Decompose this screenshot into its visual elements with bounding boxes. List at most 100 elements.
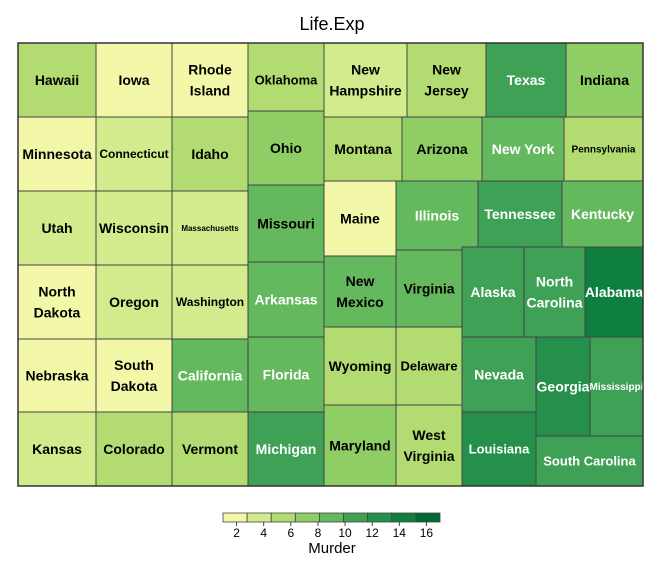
legend-swatch [343,512,369,523]
tile-label-washington: Washington [176,295,244,309]
tile-label-missouri: Missouri [257,215,315,231]
tile-rect-montana [323,116,403,182]
tile-label-oklahoma: Oklahoma [255,73,319,88]
tile-michigan: Michigan [247,411,325,487]
tile-label-louisiana: Louisiana [469,442,530,457]
legend-tick-label: 6 [287,526,294,540]
tile-maryland: Maryland [323,404,397,487]
tile-label-michigan: Michigan [256,441,317,457]
tile-alaska: Alaska [461,246,525,338]
tile-rect-north-dakota [17,264,97,340]
tile-rect-maine [323,180,397,257]
tile-rect-west-virginia [395,404,463,487]
tile-delaware: Delaware [395,326,463,406]
tile-label-arkansas: Arkansas [254,291,317,307]
legend-swatch [415,512,441,523]
tile-wisconsin: Wisconsin [95,190,173,266]
tile-rect-pennsylvania [563,116,644,182]
legend-tick-label: 12 [366,526,380,540]
tile-rect-nevada [461,336,537,413]
tile-new-york: New York [481,116,565,182]
tile-rect-florida [247,336,325,413]
tile-hawaii: Hawaii [17,42,97,118]
tile-label-north-carolina: North Carolina [526,273,582,310]
legend-swatch [367,512,393,523]
tile-rect-new-hampshire [323,42,408,118]
tile-label-north-dakota: North Dakota [34,283,81,320]
tile-rect-washington [171,264,249,340]
tile-maine: Maine [323,180,397,257]
tile-rect-massachusetts [171,190,249,266]
legend-tick-label: 14 [393,526,407,540]
tile-mississippi: Mississippi [589,336,644,437]
tile-rect-delaware [395,326,463,406]
tile-label-minnesota: Minnesota [22,146,91,162]
tile-rect-arizona [401,116,483,182]
tile-label-new-hampshire: New Hampshire [329,61,402,98]
tile-label-new-mexico: New Mexico [336,273,383,310]
tile-arkansas: Arkansas [247,261,325,338]
tile-kansas: Kansas [17,411,97,487]
tile-label-connecticut: Connecticut [99,147,168,161]
tile-nevada: Nevada [461,336,537,413]
tile-label-oregon: Oregon [109,294,159,310]
tile-california: California [171,338,249,413]
legend-swatch [270,512,296,523]
tile-rect-michigan [247,411,325,487]
tile-label-south-dakota: South Dakota [111,357,158,394]
tile-north-carolina: North Carolina [523,246,586,338]
tile-rect-rhode-island [171,42,249,118]
tile-west-virginia: West Virginia [395,404,463,487]
tile-label-texas: Texas [507,72,546,88]
legend-swatch [391,512,417,523]
legend-tick-label: 16 [420,526,434,540]
tile-label-mississippi: Mississippi [590,382,644,393]
tile-kentucky: Kentucky [561,180,644,248]
tile-rhode-island: Rhode Island [171,42,249,118]
tile-rect-connecticut [95,116,173,192]
tile-label-rhode-island: Rhode Island [188,61,232,98]
tile-label-kansas: Kansas [32,441,82,457]
tile-label-california: California [178,367,243,383]
tile-florida: Florida [247,336,325,413]
tile-new-hampshire: New Hampshire [323,42,408,118]
tile-rect-wisconsin [95,190,173,266]
tile-label-kentucky: Kentucky [571,206,634,222]
tile-minnesota: Minnesota [17,116,97,192]
legend-tick-label: 8 [315,526,322,540]
tile-label-virginia: Virginia [403,280,454,296]
tile-rect-new-york [481,116,565,182]
tile-new-jersey: New Jersey [406,42,487,118]
tile-rect-tennessee [477,180,563,248]
legend-tick-label: 10 [338,526,352,540]
tile-label-vermont: Vermont [182,441,238,457]
tile-rect-mississippi [589,336,644,437]
tile-idaho: Idaho [171,116,249,192]
tile-label-nebraska: Nebraska [25,367,88,383]
tile-label-arizona: Arizona [416,141,468,157]
tile-rect-south-carolina [535,435,644,487]
tile-georgia: Georgia [535,336,591,437]
tile-south-carolina: South Carolina [535,435,644,487]
tile-washington: Washington [171,264,249,340]
tile-label-utah: Utah [41,220,72,236]
tile-texas: Texas [485,42,567,118]
tile-rect-north-carolina [523,246,586,338]
tile-rect-illinois [395,180,479,251]
tile-alabama: Alabama [584,246,644,338]
tile-label-wyoming: Wyoming [329,358,392,374]
tile-label-illinois: Illinois [415,207,460,223]
chart-title: Life.Exp [299,14,365,34]
tile-rect-idaho [171,116,249,192]
tile-rect-virginia [395,249,463,328]
tile-tennessee: Tennessee [477,180,563,248]
tile-illinois: Illinois [395,180,479,251]
legend-swatch [246,512,272,523]
tile-label-montana: Montana [334,141,392,157]
legend-swatch [294,512,320,523]
tile-rect-california [171,338,249,413]
tile-rect-georgia [535,336,591,437]
tile-label-hawaii: Hawaii [35,72,79,88]
tile-rect-kentucky [561,180,644,248]
